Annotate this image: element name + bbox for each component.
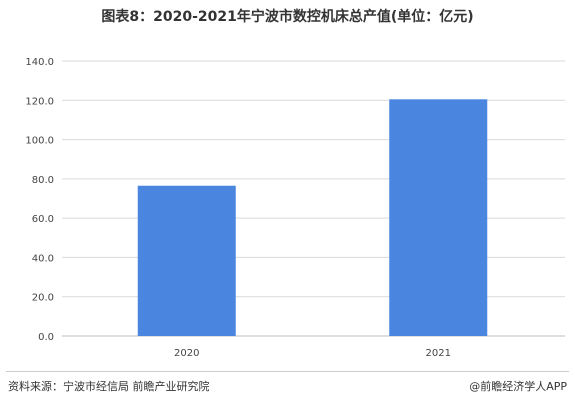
- y-tick-label: 100.0: [25, 136, 54, 147]
- y-tick-label: 40.0: [32, 253, 54, 264]
- x-tick-label: 2021: [426, 348, 451, 359]
- x-tick-labels: 2020 2021: [174, 348, 451, 359]
- chart-title: 图表8：2020-2021年宁波市数控机床总产值(单位：亿元): [101, 9, 474, 25]
- bar-2020: [137, 185, 236, 336]
- y-tick-label: 80.0: [32, 175, 54, 186]
- x-tick-label: 2020: [174, 348, 199, 359]
- brand-credit: @前瞻经济学人APP: [469, 380, 567, 393]
- gridlines: [62, 60, 565, 337]
- bar-2021: [389, 99, 488, 336]
- y-tick-label: 60.0: [32, 214, 54, 225]
- y-tick-label: 0.0: [38, 332, 54, 343]
- source-note: 资料来源：宁波市经信局 前瞻产业研究院: [8, 380, 210, 393]
- y-tick-label: 20.0: [32, 293, 54, 304]
- y-tick-label: 120.0: [25, 96, 54, 107]
- y-tick-label: 140.0: [25, 57, 54, 68]
- y-tick-labels: 0.0 20.0 40.0 60.0 80.0 100.0 120.0 140.0: [25, 57, 54, 343]
- bars: [137, 99, 488, 336]
- footer-divider: [6, 371, 569, 372]
